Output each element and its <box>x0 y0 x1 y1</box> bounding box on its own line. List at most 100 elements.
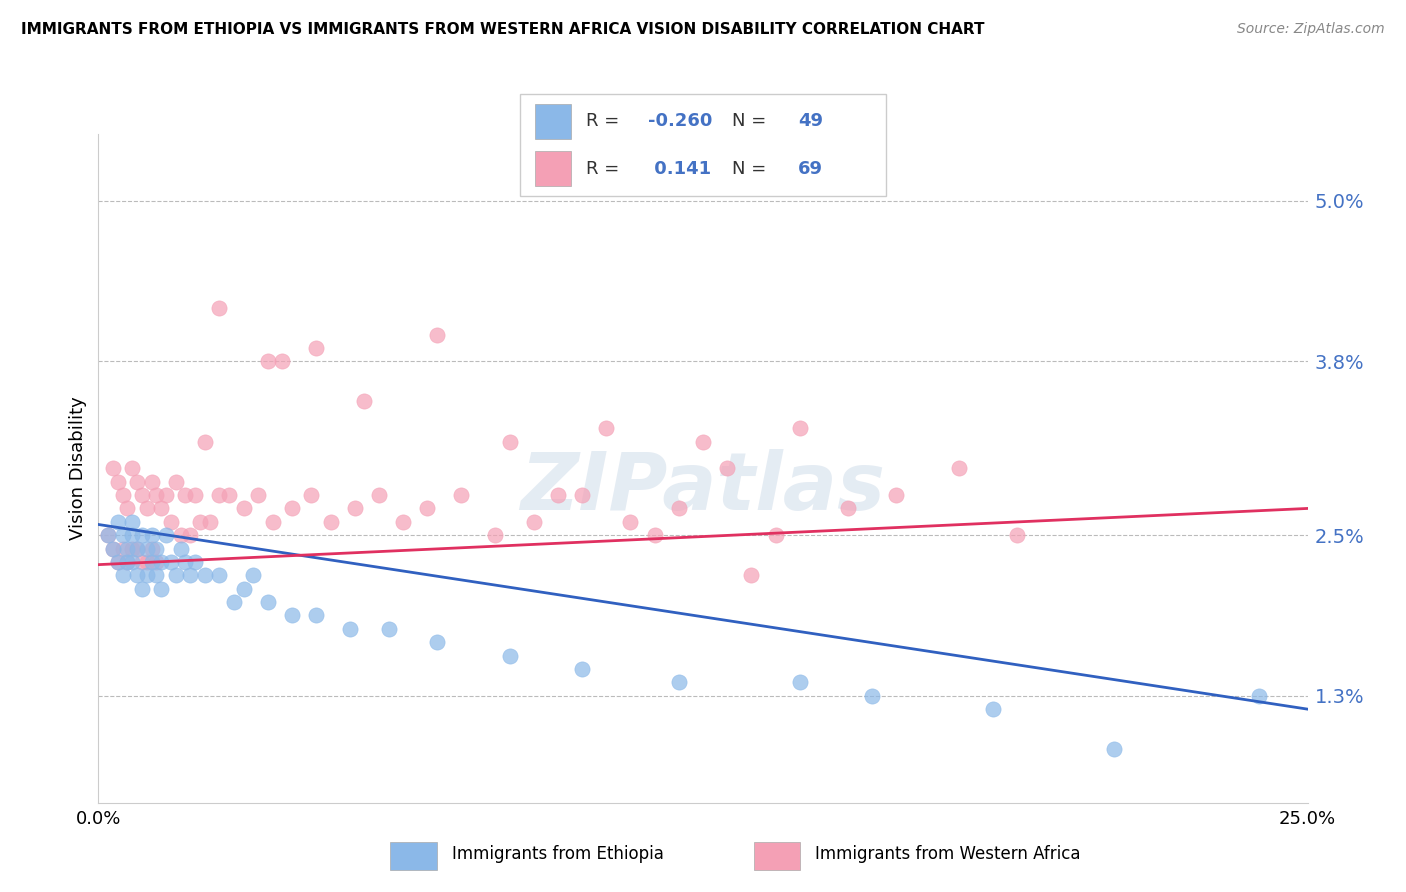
Point <box>111 568 134 582</box>
Point <box>111 488 134 502</box>
Point <box>571 488 593 502</box>
Point <box>131 555 153 569</box>
Point <box>571 662 593 676</box>
Point <box>150 582 173 596</box>
Point <box>121 555 143 569</box>
Point <box>232 501 254 516</box>
Point <box>281 501 304 516</box>
Point <box>208 488 231 502</box>
Point <box>218 488 240 502</box>
Point <box>165 475 187 489</box>
Point <box>281 608 304 623</box>
Point <box>256 354 278 368</box>
Point <box>127 568 149 582</box>
Y-axis label: Vision Disability: Vision Disability <box>69 396 87 541</box>
FancyBboxPatch shape <box>534 151 571 186</box>
FancyBboxPatch shape <box>391 842 436 870</box>
Point <box>789 421 811 435</box>
Point <box>426 327 449 342</box>
Point <box>198 515 221 529</box>
Point <box>392 515 415 529</box>
FancyBboxPatch shape <box>520 94 886 196</box>
Point <box>145 488 167 502</box>
Point <box>141 528 163 542</box>
Point <box>145 568 167 582</box>
Text: R =: R = <box>586 112 626 130</box>
Point <box>716 461 738 475</box>
Point <box>135 501 157 516</box>
Text: IMMIGRANTS FROM ETHIOPIA VS IMMIGRANTS FROM WESTERN AFRICA VISION DISABILITY COR: IMMIGRANTS FROM ETHIOPIA VS IMMIGRANTS F… <box>21 22 984 37</box>
Point <box>188 515 211 529</box>
Point <box>222 595 245 609</box>
Point <box>765 528 787 542</box>
Point <box>179 528 201 542</box>
Point <box>127 475 149 489</box>
Point <box>117 541 139 556</box>
Point <box>353 394 375 409</box>
Point <box>101 541 124 556</box>
Text: Immigrants from Western Africa: Immigrants from Western Africa <box>815 845 1081 863</box>
Point <box>117 555 139 569</box>
Point <box>1249 689 1271 703</box>
Point <box>107 515 129 529</box>
Point <box>194 434 217 449</box>
Text: 0.141: 0.141 <box>648 160 711 178</box>
Point <box>160 555 183 569</box>
Point <box>184 488 207 502</box>
Point <box>981 702 1004 716</box>
Point <box>117 501 139 516</box>
Point <box>117 555 139 569</box>
Point <box>789 675 811 690</box>
Point <box>97 528 120 542</box>
Point <box>547 488 569 502</box>
Point <box>668 501 690 516</box>
Point <box>498 434 520 449</box>
Point <box>121 461 143 475</box>
Point <box>127 541 149 556</box>
Text: 69: 69 <box>799 160 823 178</box>
Point <box>232 582 254 596</box>
Text: N =: N = <box>733 160 772 178</box>
Point <box>131 528 153 542</box>
Point <box>242 568 264 582</box>
Point <box>165 568 187 582</box>
Point <box>174 555 197 569</box>
Point <box>127 541 149 556</box>
Point <box>208 301 231 315</box>
Point <box>131 488 153 502</box>
Point <box>740 568 762 582</box>
Point <box>97 528 120 542</box>
Text: Immigrants from Ethiopia: Immigrants from Ethiopia <box>453 845 664 863</box>
Point <box>1102 742 1125 756</box>
Text: N =: N = <box>733 112 772 130</box>
Point <box>111 528 134 542</box>
Point <box>184 555 207 569</box>
Point <box>668 675 690 690</box>
Point <box>886 488 908 502</box>
Point <box>141 555 163 569</box>
Point <box>169 541 191 556</box>
Point <box>141 541 163 556</box>
Point <box>155 528 177 542</box>
Point <box>484 528 506 542</box>
Point <box>416 501 439 516</box>
Point <box>860 689 883 703</box>
Point <box>948 461 970 475</box>
Point <box>174 488 197 502</box>
Point <box>595 421 617 435</box>
Point <box>101 461 124 475</box>
Point <box>377 622 399 636</box>
Text: ZIPatlas: ZIPatlas <box>520 450 886 527</box>
Point <box>169 528 191 542</box>
Point <box>299 488 322 502</box>
Text: R =: R = <box>586 160 631 178</box>
Point <box>523 515 546 529</box>
Point <box>121 541 143 556</box>
Point <box>256 595 278 609</box>
Point <box>498 648 520 663</box>
Text: 49: 49 <box>799 112 823 130</box>
Point <box>247 488 270 502</box>
Point <box>150 555 173 569</box>
Point <box>131 582 153 596</box>
Point <box>145 541 167 556</box>
